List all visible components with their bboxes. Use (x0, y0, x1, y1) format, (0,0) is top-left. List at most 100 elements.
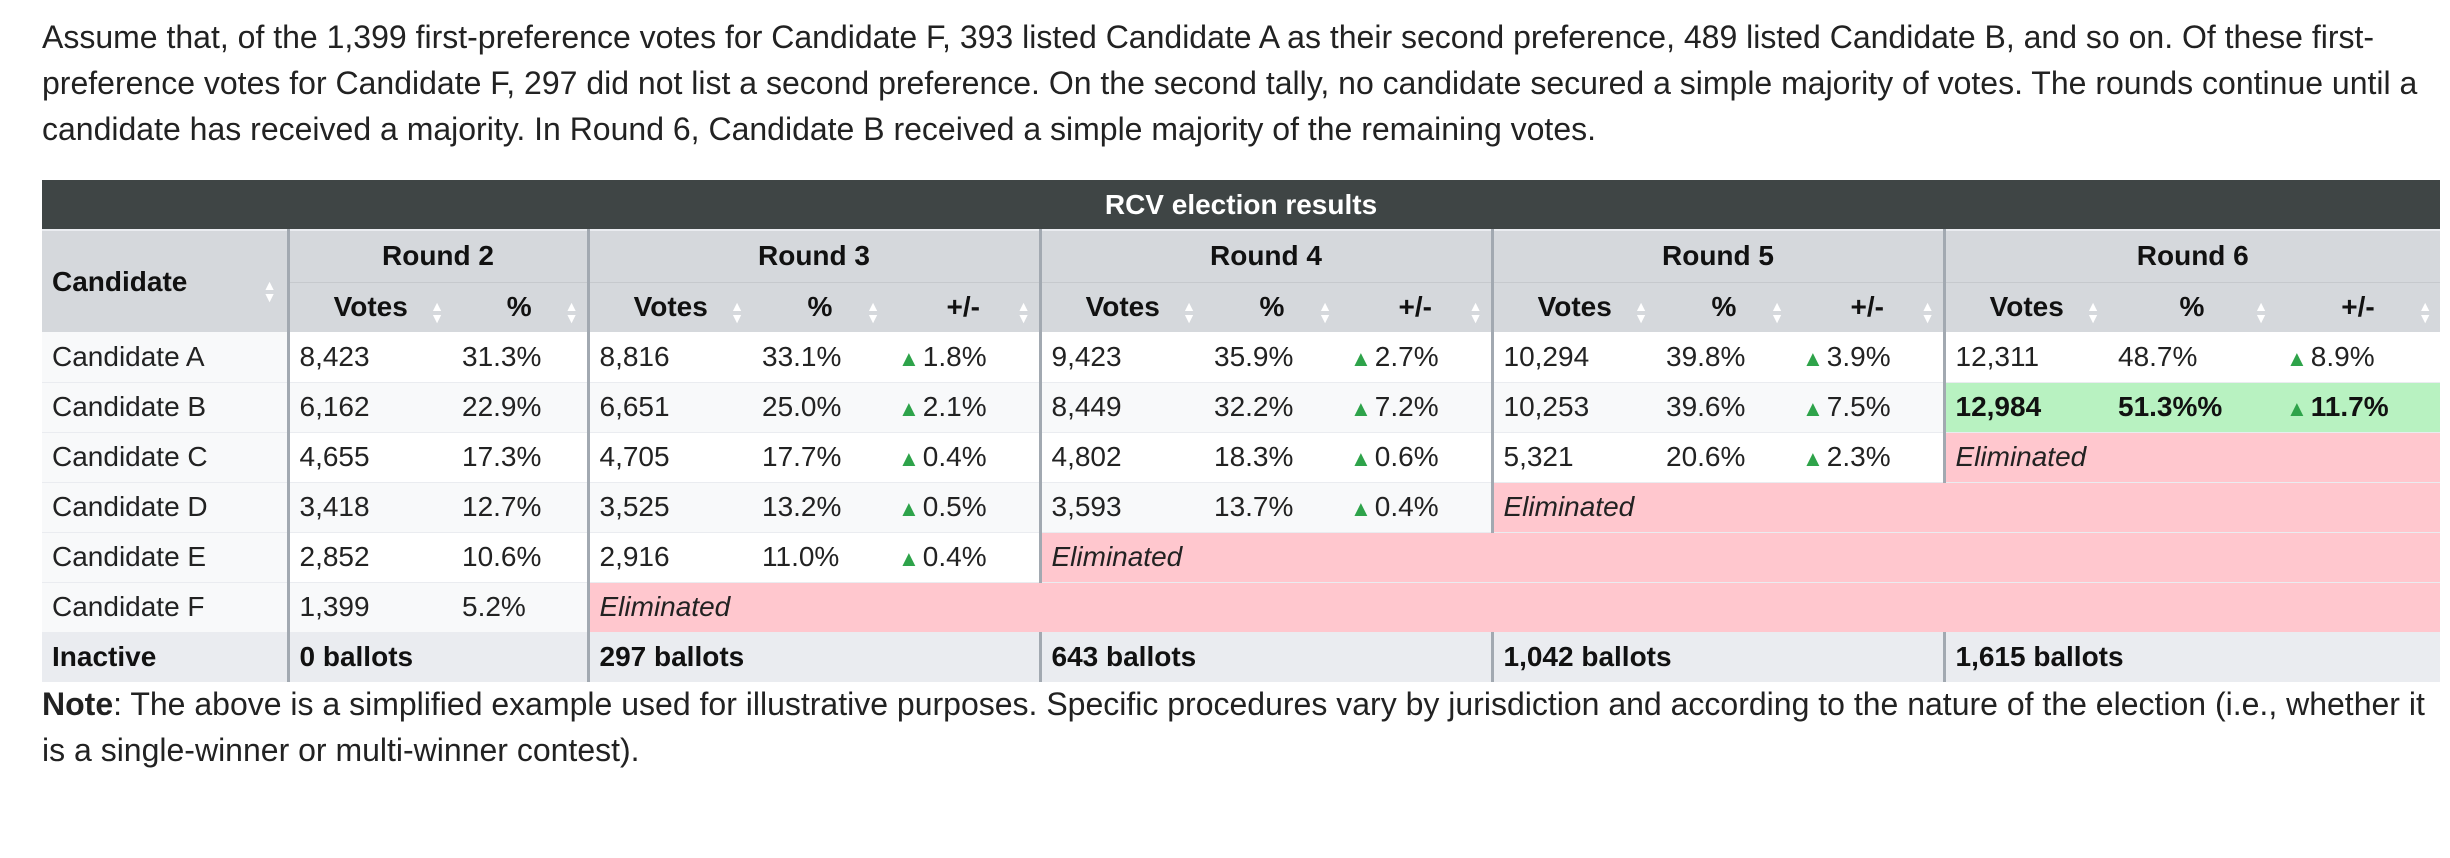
votes-cell: 4,802 (1038, 432, 1204, 483)
increase-arrow-icon: ▲ (1350, 446, 1372, 471)
sort-icon: ▲ ▼ (1182, 297, 1196, 326)
change-cell: ▲ 8.9% (2276, 332, 2441, 383)
votes-cell: 3,593 (1038, 482, 1204, 533)
sort-icon: ▲ ▼ (2086, 297, 2100, 326)
votes-cell: 12,311 (1942, 332, 2108, 383)
increase-arrow-icon: ▲ (2286, 345, 2308, 371)
sort-icon: ▲ ▼ (1468, 297, 1483, 326)
increase-arrow-icon: ▲ (1350, 396, 1372, 421)
inactive-ballots-cell: 1,615 ballots (1942, 632, 2441, 682)
change-cell: ▲ 2.3% (1792, 432, 1944, 483)
round-5-header: Round 5 (1490, 229, 1944, 282)
percent-cell: 35.9% (1204, 332, 1340, 383)
votes-header[interactable]: Votes ▲ ▼ (1942, 281, 2108, 332)
votes-cell: 2,852 (286, 532, 452, 583)
increase-arrow-icon: ▲ (1350, 345, 1372, 371)
votes-cell: 10,294 (1490, 332, 1656, 383)
sort-icon: ▲ ▼ (1770, 297, 1784, 326)
percent-cell: 20.6% (1656, 432, 1792, 483)
votes-header[interactable]: Votes ▲ ▼ (586, 281, 752, 332)
candidate-name: Candidate C (42, 432, 288, 483)
percent-header[interactable]: % ▲ ▼ (1204, 281, 1340, 332)
inactive-ballots-cell: 0 ballots (286, 632, 588, 682)
votes-cell: 8,449 (1038, 382, 1204, 433)
votes-cell: 3,418 (286, 482, 452, 533)
eliminated-cell: Eliminated (586, 582, 2441, 633)
increase-arrow-icon: ▲ (898, 546, 920, 571)
candidate-column-header[interactable]: Candidate ▲ ▼ (42, 229, 288, 332)
votes-header[interactable]: Votes ▲ ▼ (1490, 281, 1656, 332)
sort-icon: ▲ ▼ (1920, 297, 1935, 326)
percent-cell: 39.6% (1656, 382, 1792, 433)
sort-icon: ▲ ▼ (564, 297, 579, 326)
note-label: Note (42, 686, 114, 722)
change-cell: ▲ 0.4% (1340, 482, 1492, 533)
percent-cell: 10.6% (452, 532, 588, 583)
percent-header[interactable]: % ▲ ▼ (752, 281, 888, 332)
round-3-header: Round 3 (586, 229, 1040, 282)
change-header[interactable]: +/- ▲ ▼ (1792, 281, 1944, 332)
eliminated-cell: Eliminated (1942, 432, 2441, 483)
increase-arrow-icon: ▲ (898, 496, 920, 521)
rcv-results-table: RCV election results Candidate ▲ ▼ Round … (42, 180, 2441, 682)
candidate-name: Candidate E (42, 532, 288, 583)
percent-cell: 5.2% (452, 582, 588, 633)
votes-cell: 4,705 (586, 432, 752, 483)
percent-cell: 18.3% (1204, 432, 1340, 483)
change-cell: ▲ 0.5% (888, 482, 1040, 533)
table-row: Candidate C 4,655 17.3% 4,705 17.7% ▲ 0.4… (42, 432, 2441, 483)
change-header[interactable]: +/- ▲ ▼ (888, 281, 1040, 332)
change-header[interactable]: +/- ▲ ▼ (1340, 281, 1492, 332)
increase-arrow-icon: ▲ (1802, 446, 1824, 471)
change-cell: ▲ 2.1% (888, 382, 1040, 433)
change-cell: ▲ 7.2% (1340, 382, 1492, 433)
round-6-header: Round 6 (1942, 229, 2441, 282)
sort-icon: ▲ ▼ (730, 297, 744, 326)
percent-cell: 11.0% (752, 532, 888, 583)
votes-header[interactable]: Votes ▲ ▼ (1038, 281, 1204, 332)
sort-icon: ▲ ▼ (262, 277, 277, 305)
eliminated-cell: Eliminated (1490, 482, 2441, 533)
change-cell: ▲ 1.8% (888, 332, 1040, 383)
intro-paragraph: Assume that, of the 1,399 first-preferen… (42, 19, 2418, 147)
percent-header[interactable]: % ▲ ▼ (2108, 281, 2276, 332)
change-cell: ▲ 0.4% (888, 432, 1040, 483)
percent-cell: 17.7% (752, 432, 888, 483)
increase-arrow-icon: ▲ (2286, 396, 2308, 421)
candidate-name: Candidate A (42, 332, 288, 383)
increase-arrow-icon: ▲ (1802, 345, 1824, 371)
round-4-header: Round 4 (1038, 229, 1492, 282)
note-paragraph: Note: The above is a simplified example … (42, 681, 2432, 773)
votes-cell: 10,253 (1490, 382, 1656, 433)
votes-cell: 3,525 (586, 482, 752, 533)
percent-cell: 33.1% (752, 332, 888, 383)
inactive-label: Inactive (42, 632, 288, 682)
table-row: Candidate A 8,423 31.3% 8,816 33.1% ▲ 1.8… (42, 332, 2441, 383)
percent-header[interactable]: % ▲ ▼ (452, 281, 588, 332)
increase-arrow-icon: ▲ (898, 345, 920, 371)
round-2-header: Round 2 (286, 229, 588, 282)
percent-cell: 12.7% (452, 482, 588, 533)
inactive-ballots-cell: 297 ballots (586, 632, 1040, 682)
inactive-row: Inactive 0 ballots 297 ballots 643 ballo… (42, 632, 2441, 682)
change-header[interactable]: +/- ▲ ▼ (2276, 281, 2441, 332)
sort-icon: ▲ ▼ (2418, 297, 2433, 326)
eliminated-cell: Eliminated (1038, 532, 2441, 583)
inactive-ballots-cell: 643 ballots (1038, 632, 1492, 682)
change-cell: ▲ 0.6% (1340, 432, 1492, 483)
votes-cell: 5,321 (1490, 432, 1656, 483)
inactive-ballots-cell: 1,042 ballots (1490, 632, 1944, 682)
votes-cell: 4,655 (286, 432, 452, 483)
votes-cell: 9,423 (1038, 332, 1204, 383)
sort-icon: ▲ ▼ (1016, 297, 1031, 326)
table-caption: RCV election results (42, 180, 2441, 230)
change-cell: ▲ 7.5% (1792, 382, 1944, 433)
percent-header[interactable]: % ▲ ▼ (1656, 281, 1792, 332)
increase-arrow-icon: ▲ (898, 446, 920, 471)
votes-header[interactable]: Votes ▲ ▼ (286, 281, 452, 332)
increase-arrow-icon: ▲ (898, 396, 920, 421)
sort-icon: ▲ ▼ (2254, 297, 2268, 326)
percent-cell: 31.3% (452, 332, 588, 383)
table-row: Candidate F 1,399 5.2% Eliminated (42, 582, 2441, 633)
sort-icon: ▲ ▼ (1318, 297, 1332, 326)
